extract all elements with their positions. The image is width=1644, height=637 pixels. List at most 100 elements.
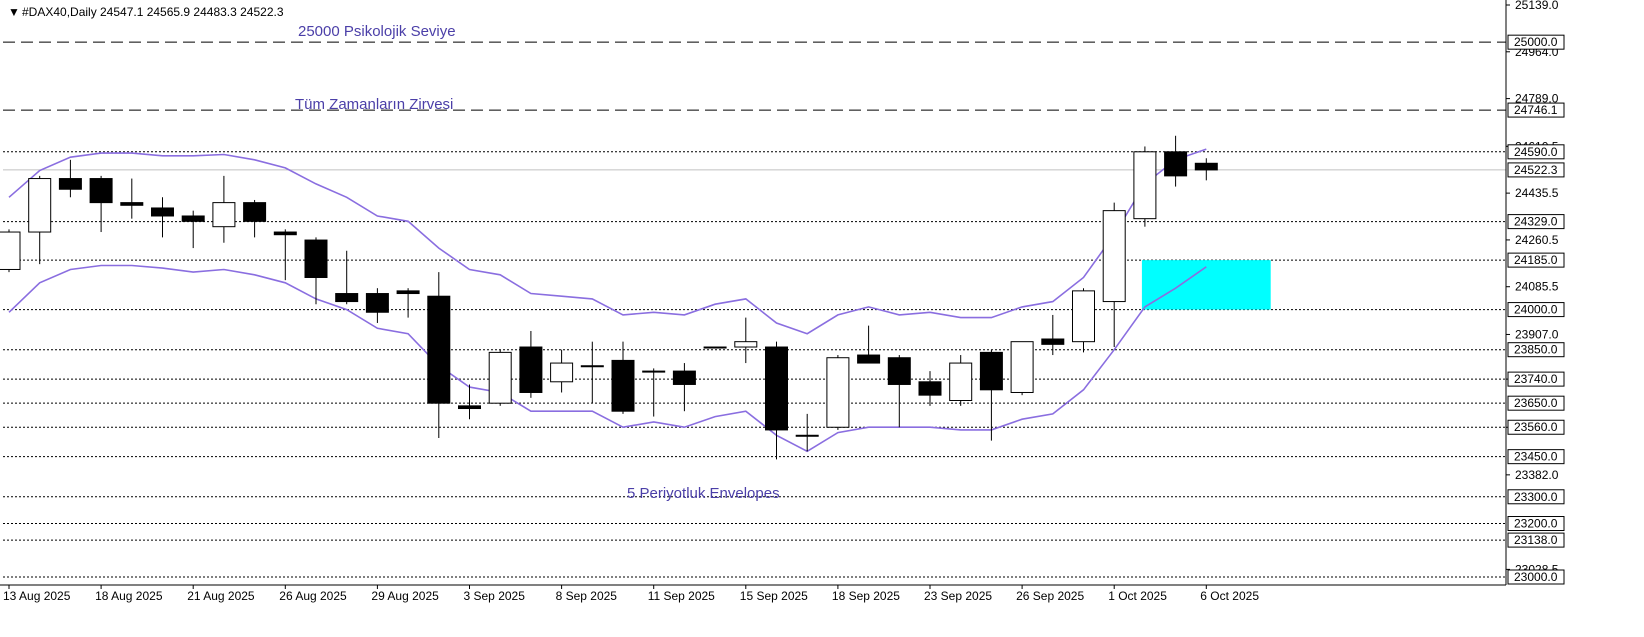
candle-body [28, 178, 52, 233]
price-level-label: 23650.0 [1514, 396, 1558, 410]
price-level-label-box [1507, 569, 1565, 585]
candle-body [611, 359, 635, 412]
x-tick-label: 11 Sep 2025 [648, 589, 715, 603]
candle [1102, 202, 1126, 348]
envelope-upper-line [8, 148, 1207, 335]
candle [550, 349, 574, 393]
plot-frame [0, 0, 1507, 586]
candle-body [703, 346, 727, 349]
candle-body [335, 293, 359, 303]
candle [396, 288, 420, 318]
candle-body [949, 362, 973, 402]
candle-body [181, 215, 205, 222]
candle-body [396, 290, 420, 295]
candle-body [765, 346, 788, 431]
y-tick-label: 24435.5 [1515, 186, 1559, 200]
candle [826, 355, 850, 430]
price-level-label-box [1507, 371, 1565, 387]
candle-body [151, 207, 174, 217]
price-level-label-box [1507, 532, 1565, 548]
price-level-label-box [1507, 302, 1565, 318]
price-level-label: 23450.0 [1514, 450, 1558, 464]
price-level-label: 24185.0 [1514, 253, 1558, 267]
candle [949, 355, 973, 406]
price-level-label: 23850.0 [1514, 343, 1558, 357]
price-level-label-box [1507, 449, 1565, 465]
price-level-label: 24329.0 [1514, 215, 1558, 229]
candle-body [304, 239, 328, 278]
symbol-timeframe-label: #DAX40,Daily [22, 5, 97, 19]
ath-annotation: Tüm Zamanların Zirvesi [295, 96, 453, 113]
price-level-label-box [1507, 144, 1565, 160]
candle [58, 159, 82, 198]
candle [488, 349, 512, 406]
x-tick-label: 1 Oct 2025 [1108, 589, 1167, 603]
envelopes-annotation: 5 Periyotluk Envelopes [627, 485, 780, 502]
candle-body [89, 178, 113, 204]
candle [611, 341, 635, 414]
candle [857, 325, 881, 364]
x-tick-label: 18 Aug 2025 [95, 589, 163, 603]
candle-body [580, 365, 604, 368]
y-tick-label: 23382.0 [1515, 468, 1559, 482]
price-level-label: 24522.3 [1514, 163, 1558, 177]
price-level-label: 23200.0 [1514, 517, 1558, 531]
candle-body [243, 202, 267, 222]
support-zone [1141, 260, 1271, 310]
x-tick-label: 23 Sep 2025 [924, 589, 992, 603]
x-tick-label: 3 Sep 2025 [464, 589, 526, 603]
candle-body [1194, 162, 1218, 171]
candle [734, 317, 758, 364]
candle-body [488, 351, 512, 404]
envelope-lines [8, 148, 1207, 453]
candle [918, 371, 942, 406]
y-tick-label: 24260.5 [1515, 233, 1559, 247]
support-zone-rect [1141, 260, 1271, 310]
price-level-label: 24746.1 [1514, 103, 1558, 117]
candle [458, 384, 481, 420]
envelope-lower-line [8, 264, 1207, 453]
candle [580, 341, 604, 404]
price-level-label: 24590.0 [1514, 145, 1558, 159]
candle [703, 346, 727, 349]
x-tick-label: 6 Oct 2025 [1200, 589, 1259, 603]
candle-body [1133, 151, 1157, 220]
x-tick-label: 13 Aug 2025 [3, 589, 71, 603]
price-level-label-box [1507, 342, 1565, 358]
candle-body [519, 346, 543, 393]
candle [519, 330, 543, 398]
header-arrow-icon[interactable]: ▼ [8, 5, 20, 19]
price-level-label-box [1507, 516, 1565, 532]
candle-body [1164, 151, 1188, 177]
candle [642, 368, 666, 417]
candle [1133, 146, 1157, 227]
price-level-label-box [1507, 102, 1565, 118]
x-tick-label: 26 Sep 2025 [1016, 589, 1084, 603]
ohlc-readout: 24547.1 24565.9 24483.3 24522.3 [100, 5, 284, 19]
candle [181, 210, 205, 249]
candle [151, 197, 174, 238]
x-tick-label: 29 Aug 2025 [371, 589, 439, 603]
y-tick-label: 23907.0 [1515, 327, 1559, 341]
candle [672, 363, 696, 412]
candle [335, 250, 359, 305]
candle [795, 413, 819, 452]
price-level-label-box [1507, 162, 1565, 178]
candle [243, 199, 267, 238]
candle [1194, 158, 1218, 181]
price-level-label: 23138.0 [1514, 533, 1558, 547]
candle-body [1010, 341, 1034, 393]
candle-body [1102, 210, 1126, 303]
candle-body [642, 370, 666, 373]
candle [1010, 341, 1034, 396]
price-level-label-box [1507, 419, 1565, 435]
candle-body [120, 202, 144, 206]
candle-body [427, 295, 451, 404]
candle [304, 237, 328, 305]
price-level-label-box [1507, 489, 1565, 505]
x-tick-label: 21 Aug 2025 [187, 589, 255, 603]
candle-body [0, 231, 21, 270]
